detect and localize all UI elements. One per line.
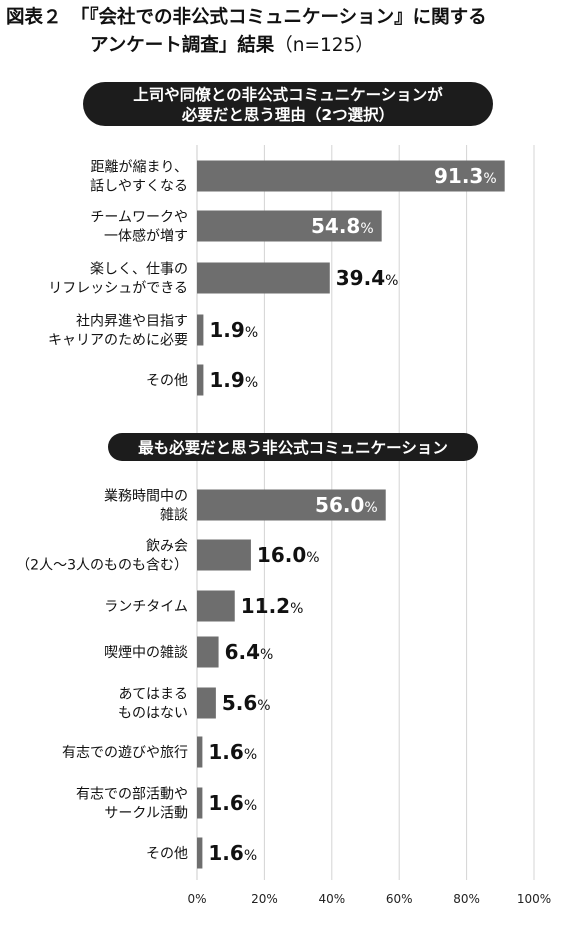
category-label: 雑談 <box>160 508 188 524</box>
chart-title-pill <box>108 433 478 461</box>
category-label: 話しやすくなる <box>90 178 188 195</box>
bar <box>197 636 219 668</box>
data-label: 54.8% <box>311 214 374 238</box>
category-label: 有志での遊びや旅行 <box>62 745 188 761</box>
bar <box>197 364 204 396</box>
bar <box>197 736 203 768</box>
category-label: 飲み会 <box>146 539 188 555</box>
category-label: ものはない <box>118 706 188 722</box>
bar <box>197 489 386 521</box>
bar <box>197 787 203 819</box>
data-label: 16.0% <box>257 543 320 567</box>
data-label: 56.0% <box>315 493 378 517</box>
data-label: 1.6% <box>208 841 257 865</box>
data-label: 91.3% <box>434 164 497 188</box>
figure-title: 図表２ 「『会社での非公式コミュニケーション』に関する アンケート調査」結果（n… <box>6 4 566 60</box>
category-label: 社内昇進や目指す <box>76 314 188 330</box>
bar <box>197 160 505 192</box>
chart-title-pill <box>83 82 493 126</box>
data-label: 6.4% <box>225 640 274 664</box>
x-tick-label: 20% <box>251 892 278 906</box>
category-label: あてはまる <box>119 687 188 703</box>
category-label: ランチタイム <box>104 599 188 615</box>
category-label: 距離が縮まり、 <box>91 159 188 176</box>
figure-label: 図表２ <box>6 7 62 28</box>
category-label: 喫煙中の雑談 <box>104 645 188 661</box>
x-tick-label: 80% <box>453 892 480 906</box>
category-label: 有志での部活動や <box>76 787 188 803</box>
data-label: 1.9% <box>209 368 258 392</box>
chart-title: 必要だと思う理由（2つ選択） <box>181 105 394 124</box>
chart-title: 最も必要だと思う非公式コミュニケーション <box>138 438 448 457</box>
x-tick-label: 40% <box>318 892 345 906</box>
figure-sample-size: （n=125） <box>274 35 374 56</box>
figure-title-text-2: アンケート調査」結果 <box>90 35 275 56</box>
category-label: 一体感が増す <box>104 228 188 245</box>
x-tick-label: 100% <box>517 892 551 906</box>
bar <box>197 539 251 571</box>
category-label: チームワークや <box>90 210 188 226</box>
bar <box>197 210 382 242</box>
category-label: 業務時間中の <box>104 489 188 505</box>
category-label: キャリアのために必要 <box>48 333 188 349</box>
category-label: （2人～3人のものも含む） <box>16 558 188 574</box>
figure-title-line1: 図表２ 「『会社での非公式コミュニケーション』に関する <box>6 4 566 32</box>
data-label: 39.4% <box>336 266 399 290</box>
x-tick-label: 60% <box>386 892 413 906</box>
data-label: 1.9% <box>209 318 258 342</box>
category-label: サークル活動 <box>104 806 188 822</box>
bar <box>197 262 330 294</box>
category-label: その他 <box>146 846 188 862</box>
figure-title-line2: アンケート調査」結果（n=125） <box>6 32 566 60</box>
data-label: 11.2% <box>241 594 304 618</box>
category-label: リフレッシュができる <box>48 281 188 297</box>
bar <box>197 687 216 719</box>
chart-title: 上司や同僚との非公式コミュニケーションが <box>133 85 443 104</box>
bar <box>197 590 235 622</box>
data-label: 1.6% <box>208 740 257 764</box>
category-label: 楽しく、仕事の <box>90 262 188 278</box>
data-label: 1.6% <box>208 791 257 815</box>
bar <box>197 837 203 869</box>
x-tick-label: 0% <box>187 892 206 906</box>
category-label: その他 <box>146 373 188 389</box>
bar <box>197 314 204 346</box>
figure-title-text-1: 「『会社での非公式コミュニケーション』に関する <box>80 7 487 28</box>
data-label: 5.6% <box>222 691 271 715</box>
